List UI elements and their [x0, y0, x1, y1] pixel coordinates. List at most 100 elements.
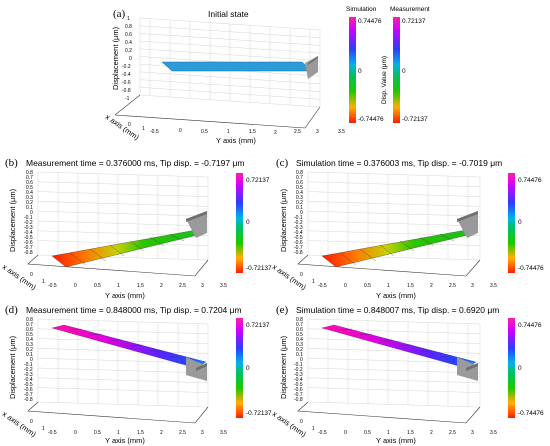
disp-tick: -0.3: [24, 225, 33, 231]
y-tick: 0.5: [94, 430, 101, 436]
y-tick: 0: [179, 128, 182, 134]
disp-axis-label: Displacement (μm): [111, 26, 120, 90]
disp-axis-label: Displacement (μm): [8, 188, 17, 252]
disp-tick: 0.8: [26, 317, 33, 323]
disp-tick: -0.3: [294, 225, 303, 231]
disp-axis-label: Displacement (μm): [8, 335, 17, 399]
y-tick: 0.5: [94, 283, 101, 289]
disp-tick: -0.6: [122, 80, 131, 86]
horiz-axis-label: Y axis (mm): [216, 136, 256, 145]
measurement-label: Measurement: [390, 6, 430, 13]
disp-tick-group: 0.8 0.7 0.6 0.5 0.4 0.3 0.2 0.1 0 -0.1 -…: [294, 170, 303, 256]
disp-tick: 0.4: [125, 40, 132, 46]
disp-tick-group: 0.8 0.7 0.6 0.5 0.4 0.3 0.2 0.1 0 -0.1 -…: [294, 317, 303, 403]
colorbar-max: 0.74476: [518, 322, 542, 329]
disp-tick: 0.3: [296, 342, 303, 348]
colorbar-mid: 0: [518, 219, 522, 226]
disp-tick: 0.2: [26, 200, 33, 206]
horiz-axis-label: Y axis (mm): [105, 291, 145, 300]
disp-tick: 0.6: [26, 180, 33, 186]
y-tick: 2.5: [179, 430, 186, 436]
y-tick: 2: [160, 430, 163, 436]
disp-tick: -0.8: [24, 397, 33, 403]
y-tick: 1.5: [137, 283, 144, 289]
y-tick: -0.5: [48, 430, 57, 436]
panel-label: (c): [276, 157, 289, 169]
disp-tick: -0.8: [294, 397, 303, 403]
disp-tick: -0.7: [294, 245, 303, 251]
y-tick: 2.5: [449, 430, 456, 436]
disp-tick: -0.6: [24, 240, 33, 246]
y-tick: 3.5: [220, 283, 227, 289]
clamp-edge: [196, 363, 207, 371]
y-tick: 3: [471, 283, 474, 289]
plate-mesh: [69, 233, 185, 266]
disp-tick: 0.5: [296, 332, 303, 338]
floor-axes: [297, 254, 481, 277]
plate-mesh: [69, 328, 183, 358]
plate-mesh: [339, 233, 455, 266]
disp-tick: -0.3: [24, 372, 33, 378]
colorbar: [508, 318, 515, 418]
panel-d: (d) Measurement time = 0.848000 ms, Tip …: [1, 304, 272, 445]
y-tick: 2: [160, 283, 163, 289]
y-tick: 1: [227, 129, 230, 135]
disp-tick: -0.2: [24, 367, 33, 373]
disp-tick: 0: [300, 210, 303, 216]
disp-tick: 0: [300, 357, 303, 363]
disp-tick: 1: [127, 16, 130, 22]
disp-tick: -0.8: [24, 250, 33, 256]
x-tick: 0: [300, 272, 303, 278]
disp-tick: 0.5: [296, 185, 303, 191]
x-tick: 0: [128, 122, 131, 128]
disp-axis-label: Displacement (μm): [279, 335, 288, 399]
disp-tick: 0: [30, 210, 33, 216]
y-tick-group: -0.5 0 0.5 1 1.5 2 2.5 3 3.5: [48, 430, 227, 436]
disp-tick: 0: [30, 357, 33, 363]
y-tick: 0: [344, 430, 347, 436]
disp-tick: 0.4: [296, 337, 303, 343]
axes-box: [37, 171, 209, 261]
colorbar-max: 0.72137: [246, 322, 270, 329]
disp-tick: -0.1: [294, 362, 303, 368]
deformed-plate: [51, 324, 207, 369]
disp-tick-group: 1 0.8 0.6 0.4 0.2 0 -0.2 -0.4 -0.6 -0.8 …: [122, 16, 132, 102]
x-tick: 0: [300, 419, 303, 425]
disp-tick: 0.3: [296, 195, 303, 201]
axes-box: [307, 171, 481, 261]
x-tick: 1: [142, 126, 145, 132]
disp-tick: 0: [129, 56, 132, 62]
y-tick-group: -0.5 0 0.5 1 1.5 2 2.5 3 3.5: [48, 283, 227, 289]
disp-tick: 0.7: [296, 322, 303, 328]
disp-axis-label: Displacement (μm): [279, 188, 288, 252]
colorbar: [236, 173, 243, 273]
disp-tick: 0.6: [296, 327, 303, 333]
panel-label: (e): [276, 304, 289, 316]
y-tick: 2.5: [179, 283, 186, 289]
colorbar-min: -0.72137: [246, 410, 272, 417]
panel-e: (e) Simulation time = 0.848007 ms, Tip d…: [271, 304, 544, 445]
colorbar-min: -0.72137: [246, 265, 272, 272]
panel-label: (a): [113, 8, 126, 20]
measurement-colorbar: [393, 17, 400, 123]
disp-tick: -0.5: [294, 235, 303, 241]
disp-tick: 0.2: [296, 200, 303, 206]
colorbar-min: -0.74476: [518, 265, 544, 272]
disp-tick: -0.7: [24, 245, 33, 251]
disp-tick: 0.6: [26, 327, 33, 333]
y-tick: 3: [471, 430, 474, 436]
panel-title: Simulation time = 0.376003 ms, Tip disp.…: [296, 158, 502, 168]
clamp-block: [305, 56, 318, 79]
y-tick-group: -0.5 0 0.5 1 1.5 2 2.5 3 3.5: [318, 283, 497, 289]
disp-tick: -0.2: [24, 220, 33, 226]
axes-box: [37, 318, 209, 408]
y-tick: 2.5: [449, 283, 456, 289]
y-tick: 0.5: [201, 129, 208, 135]
y-tick: 2: [430, 430, 433, 436]
disp-tick: 0.7: [26, 175, 33, 181]
disp-tick: 0.5: [26, 185, 33, 191]
panel-title: Simulation time = 0.848007 ms, Tip disp.…: [296, 305, 499, 315]
disp-tick: -0.8: [122, 88, 131, 94]
y-tick: 3.5: [338, 129, 345, 135]
